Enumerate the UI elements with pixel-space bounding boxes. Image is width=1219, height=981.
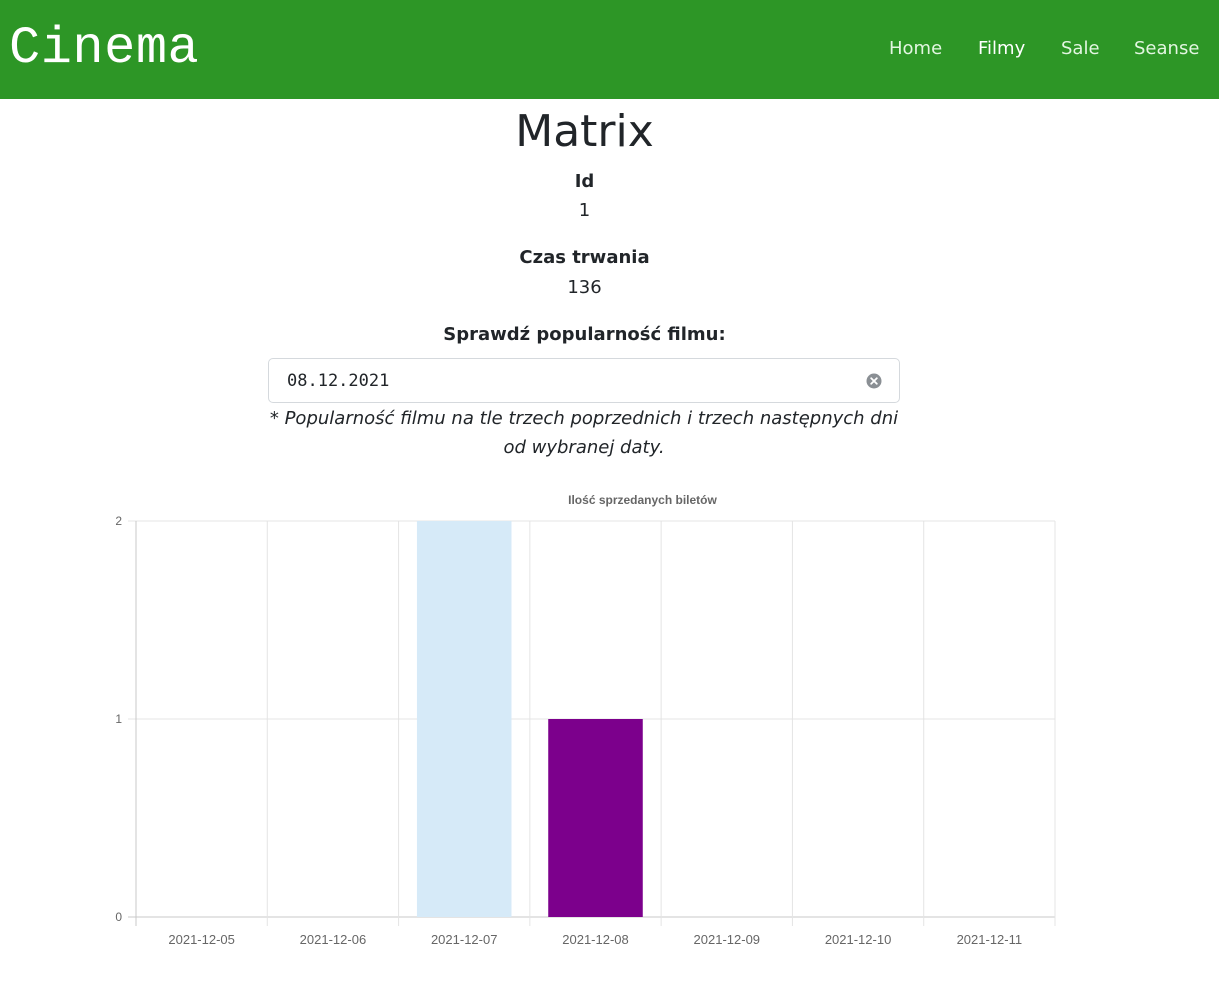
date-input-value[interactable]: 08.12.2021: [287, 371, 390, 391]
bar: [548, 719, 643, 917]
x-tick-label: 2021-12-10: [825, 932, 892, 947]
nav-link-home[interactable]: Home: [889, 38, 943, 59]
clear-icon[interactable]: [866, 373, 882, 389]
nav-link-sale[interactable]: Sale: [1061, 38, 1100, 59]
x-tick-label: 2021-12-07: [431, 932, 498, 947]
x-tick-label: 2021-12-06: [300, 932, 367, 947]
chart-title: Ilość sprzedanych biletów: [568, 493, 717, 507]
y-tick-label: 2: [115, 514, 122, 528]
nav-link-filmy[interactable]: Filmy: [978, 38, 1026, 59]
date-input[interactable]: 08.12.2021: [268, 358, 900, 403]
y-tick-label: 0: [115, 910, 122, 924]
duration-label: Czas trwania: [519, 247, 650, 268]
duration-value: 136: [567, 277, 602, 298]
y-tick-label: 1: [115, 712, 122, 726]
popularity-note: * Popularność filmu na tle trzech poprze…: [269, 408, 899, 458]
navbar: Cinema Home Filmy Sale Seanse: [0, 0, 1219, 99]
nav-link-seanse[interactable]: Seanse: [1134, 38, 1200, 59]
x-tick-label: 2021-12-05: [168, 932, 235, 947]
x-tick-label: 2021-12-09: [694, 932, 761, 947]
id-value: 1: [578, 200, 591, 221]
brand-logo-link[interactable]: Cinema: [9, 19, 200, 78]
popularity-label: Sprawdź popularność filmu:: [443, 324, 726, 345]
movie-title: Matrix: [515, 106, 654, 157]
id-label: Id: [574, 171, 595, 192]
sales-bar-chart: Ilość sprzedanych biletów 0 1 2 2021-12-05 20…: [115, 493, 1056, 947]
x-tick-label: 2021-12-08: [562, 932, 629, 947]
bar: [416, 521, 512, 917]
x-tick-label: 2021-12-11: [957, 932, 1023, 947]
